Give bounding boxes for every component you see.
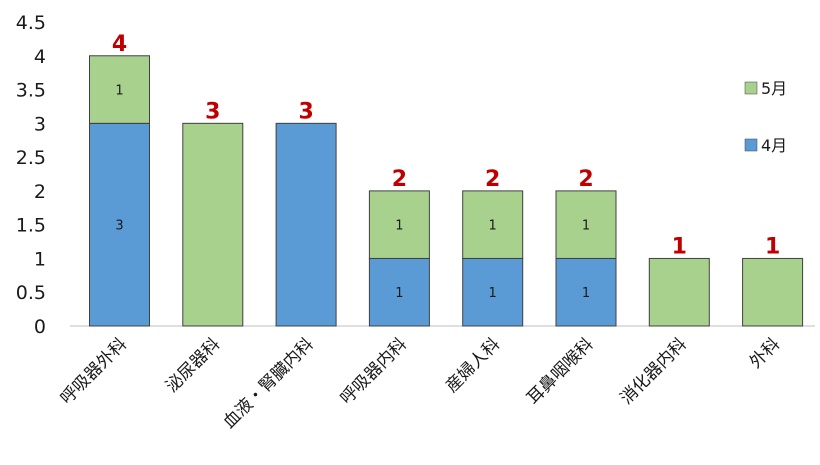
x-category-label: 外科 xyxy=(746,334,784,372)
bar-total-label: 3 xyxy=(205,99,220,124)
y-tick-label: 1 xyxy=(34,248,46,270)
segment-value-label: 1 xyxy=(395,219,403,234)
segment-value-label: 1 xyxy=(395,286,403,301)
label-layer: 3 1 4 3 3 1 1 2 1 1 2 1 1 2 1 1 xyxy=(112,32,780,301)
bar-segment-may xyxy=(182,122,244,327)
legend-label: 5月 xyxy=(761,79,787,98)
bar-segment-may xyxy=(555,190,617,259)
segment-value-label: 1 xyxy=(489,219,497,234)
bar-segment-april xyxy=(462,257,524,327)
bar-segment-april xyxy=(275,122,337,327)
segment-value-label: 1 xyxy=(582,286,590,301)
bar-total-label: 2 xyxy=(392,167,407,192)
x-category-label: 呼吸器外科 xyxy=(57,334,131,408)
segment-value-label: 3 xyxy=(115,219,123,234)
bar-total-label: 1 xyxy=(672,234,687,259)
segment-value-label: 1 xyxy=(489,286,497,301)
x-category-label: 血液・腎臓内科 xyxy=(219,334,317,432)
bar-total-label: 2 xyxy=(578,167,593,192)
x-category-label: 消化器内科 xyxy=(617,334,691,408)
y-tick-label: 3 xyxy=(34,113,46,135)
y-tick-label: 1.5 xyxy=(16,215,46,237)
legend-swatch xyxy=(744,138,758,152)
bar-total-label: 2 xyxy=(485,167,500,192)
bar-segment-may xyxy=(742,257,804,327)
bar-segment-may xyxy=(368,190,430,259)
bar-layer xyxy=(89,55,804,327)
legend-swatch xyxy=(744,81,758,95)
bar-segment-may xyxy=(462,190,524,259)
y-tick-label: 3.5 xyxy=(16,80,46,102)
x-category-label: 泌尿器科 xyxy=(162,334,224,396)
y-tick-label: 4.5 xyxy=(16,12,46,34)
y-tick-label: 0 xyxy=(34,316,46,338)
bar-total-label: 4 xyxy=(112,32,127,57)
bar-segment-april xyxy=(368,257,430,327)
bar-segment-may xyxy=(89,55,150,124)
bar-segment-april xyxy=(89,122,150,327)
bar-total-label: 1 xyxy=(765,234,780,259)
segment-value-label: 1 xyxy=(582,219,590,234)
legend-label: 4月 xyxy=(761,136,787,155)
y-tick-label: 2 xyxy=(34,181,46,203)
bar-segment-april xyxy=(555,257,617,327)
y-tick-label: 2.5 xyxy=(16,147,46,169)
bar-total-label: 3 xyxy=(298,99,313,124)
y-tick-label: 0.5 xyxy=(16,282,46,304)
x-category-label: 耳鼻咽喉科 xyxy=(523,334,597,408)
bar-segment-may xyxy=(648,257,710,327)
x-category-label: 呼吸器内科 xyxy=(337,334,411,408)
y-tick-label: 4 xyxy=(34,46,46,68)
x-category-label: 産婦人科 xyxy=(442,334,504,396)
segment-value-label: 1 xyxy=(115,84,123,99)
legend: 5月 4月 xyxy=(744,79,787,155)
